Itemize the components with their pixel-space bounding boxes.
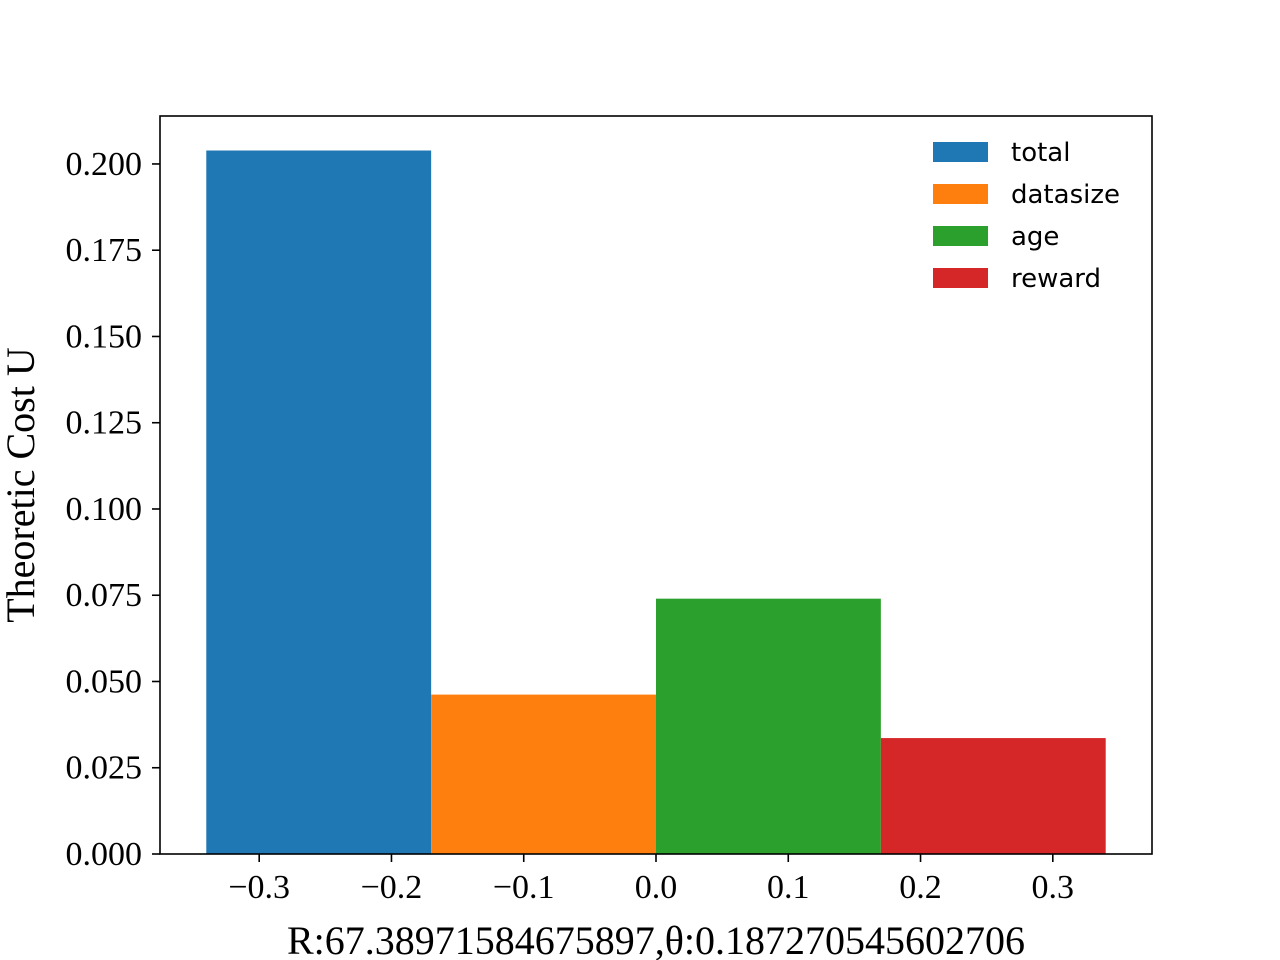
y-tick-label: 0.000 [66,836,143,873]
y-tick-label: 0.075 [66,577,143,614]
legend: total datasize age reward [933,138,1120,294]
y-tick-label: 0.200 [66,146,143,183]
legend-label-datasize: datasize [1011,180,1120,210]
legend-label-total: total [1011,138,1070,168]
legend-label-reward: reward [1011,264,1101,294]
y-axis-title: Theoretic Cost U [0,347,43,623]
x-tick-label: 0.1 [767,869,810,906]
x-axis-title: R:67.38971584675897,θ:0.187270545602706 [287,918,1025,960]
legend-swatch-age [933,226,988,246]
legend-swatch-datasize [933,184,988,204]
bar-age [656,598,881,854]
x-tick-label: 0.2 [899,869,942,906]
x-tick-label: 0.3 [1032,869,1075,906]
x-tick-label: −0.1 [493,869,555,906]
y-tick-label: 0.175 [66,232,143,269]
y-tick-label: 0.150 [66,318,143,355]
y-tick-label: 0.125 [66,405,143,442]
x-tick-label: −0.3 [228,869,290,906]
legend-swatch-reward [933,268,988,288]
legend-label-age: age [1011,222,1059,252]
x-tick-label: −0.2 [361,869,423,906]
x-tick-label: 0.0 [635,869,678,906]
y-tick-label: 0.025 [66,750,143,787]
bar-datasize [431,694,656,854]
x-ticks: −0.3 −0.2 −0.1 0.0 0.1 0.2 0.3 [228,854,1074,906]
y-tick-label: 0.050 [66,663,143,700]
bar-total [206,150,432,855]
y-tick-label: 0.100 [66,491,143,528]
legend-swatch-total [933,142,988,162]
y-ticks: 0.000 0.025 0.050 0.075 0.100 0.125 0.150 0.175… [66,146,160,873]
bar-reward [880,738,1106,854]
bars-group [206,150,1106,855]
